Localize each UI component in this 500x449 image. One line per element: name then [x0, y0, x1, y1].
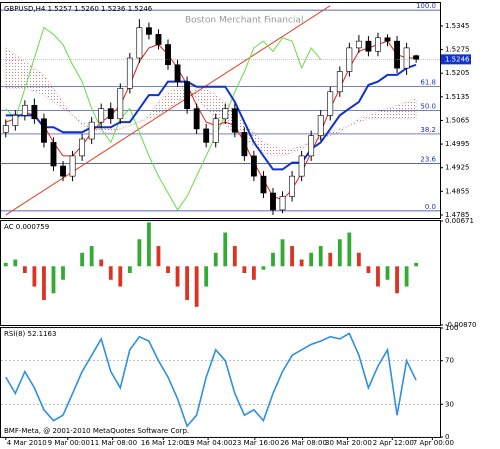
candle-body: [308, 135, 315, 157]
fib-label: 100.0: [416, 2, 436, 10]
candle-body: [107, 108, 114, 120]
candle-body: [260, 175, 267, 194]
y-tick-label: 1.5275: [445, 46, 470, 54]
candle-body: [193, 108, 200, 130]
y-tick-label: 1.5345: [445, 22, 470, 30]
fib-label: 38.2: [420, 126, 436, 134]
y-tick-label: 1.5135: [445, 93, 470, 101]
candle-body: [79, 138, 86, 157]
candle-body: [241, 131, 248, 157]
watermark: Boston Merchant Financial: [185, 16, 303, 26]
candle-body: [336, 71, 343, 93]
x-tick-label: 19 Mar 04:00: [186, 439, 233, 447]
footer: BMF-Meta, @ 2001-2010 MetaQuotes Softwar…: [4, 427, 189, 435]
candle-body: [145, 27, 152, 35]
candle-body: [117, 88, 124, 120]
x-tick-label: 26 Mar 08:00: [280, 439, 327, 447]
indicator-line: [5, 63, 417, 171]
candle-body: [50, 142, 57, 167]
candle-body: [355, 40, 362, 49]
x-tick-label: 2 Apr 12:00: [373, 439, 414, 447]
y-tick-label: 70: [445, 357, 454, 365]
trendline: [5, 5, 331, 216]
candle-body: [155, 34, 162, 45]
fib-label: 0.0: [425, 203, 436, 211]
current-price-label: 1.5246: [445, 55, 470, 63]
fib-label: 50.0: [420, 102, 436, 110]
x-tick-label: 16 Mar 12:00: [141, 439, 188, 447]
candle-body: [41, 118, 47, 143]
candle-body: [165, 44, 171, 66]
candle-body: [231, 108, 238, 133]
y-tick-label: 1.4785: [445, 211, 470, 219]
x-tick-label: 23 Mar 16:00: [232, 439, 279, 447]
candle-body: [60, 165, 66, 177]
candle-body: [88, 121, 95, 140]
current-price-box: [441, 54, 471, 65]
x-tick-label: 30 Mar 20:00: [325, 439, 372, 447]
candle-body: [394, 40, 400, 69]
fib-label: 23.6: [420, 156, 436, 164]
candle-body: [279, 196, 286, 211]
candle-body: [212, 118, 219, 143]
candle-body: [136, 27, 143, 59]
panel-title: GBPUSD,H4 1.5257 1.5260 1.5236 1.5246: [4, 5, 153, 13]
y-tick-label: 0.00671: [445, 217, 474, 225]
x-tick-label: 4 Mar 2010: [7, 439, 47, 447]
rsi-panel: [0, 327, 441, 438]
candle-body: [270, 192, 276, 211]
candle-body: [384, 37, 391, 42]
candle-body: [126, 57, 133, 89]
candle-body: [31, 104, 38, 120]
candle-body: [289, 175, 296, 197]
panel-title: RSI(8) 52.1163: [4, 330, 56, 338]
candle-body: [203, 128, 210, 143]
y-tick-label: 1.4995: [445, 140, 470, 148]
candle-body: [98, 108, 105, 123]
candle-body: [365, 40, 372, 52]
candle-body: [327, 91, 334, 116]
candle-body: [375, 37, 381, 52]
x-tick-label: 7 Apr 00:00: [413, 439, 454, 447]
candle-body: [317, 115, 324, 136]
y-tick-label: 30: [445, 400, 454, 408]
indicator-line: [5, 26, 322, 211]
candle-body: [174, 64, 181, 82]
candle-body: [298, 155, 305, 177]
y-tick-label: -0.00870: [445, 321, 476, 329]
candle-body: [413, 55, 420, 60]
y-tick-label: 100: [445, 324, 458, 332]
x-tick-label: 11 Mar 08:00: [90, 439, 137, 447]
candle-body: [2, 125, 9, 133]
candle-body: [12, 115, 19, 126]
x-tick-label: 9 Mar 00:00: [48, 439, 90, 447]
panel-title: AC 0.000759: [4, 223, 49, 231]
y-tick-label: 1.5205: [445, 69, 470, 77]
candle-body: [250, 155, 257, 177]
y-tick-label: 1.5065: [445, 116, 470, 124]
candle-body: [222, 108, 229, 120]
y-tick-label: 1.4855: [445, 187, 470, 195]
fib-label: 61.8: [420, 79, 436, 87]
y-tick-label: 0: [445, 433, 449, 441]
ac-panel: [0, 220, 441, 326]
y-tick-label: 1.4925: [445, 164, 470, 172]
candle-body: [403, 47, 410, 69]
candle-body: [346, 47, 353, 72]
candle-body: [184, 81, 191, 109]
candle-body: [21, 104, 28, 116]
rsi-line: [5, 332, 417, 428]
candle-body: [69, 155, 76, 177]
